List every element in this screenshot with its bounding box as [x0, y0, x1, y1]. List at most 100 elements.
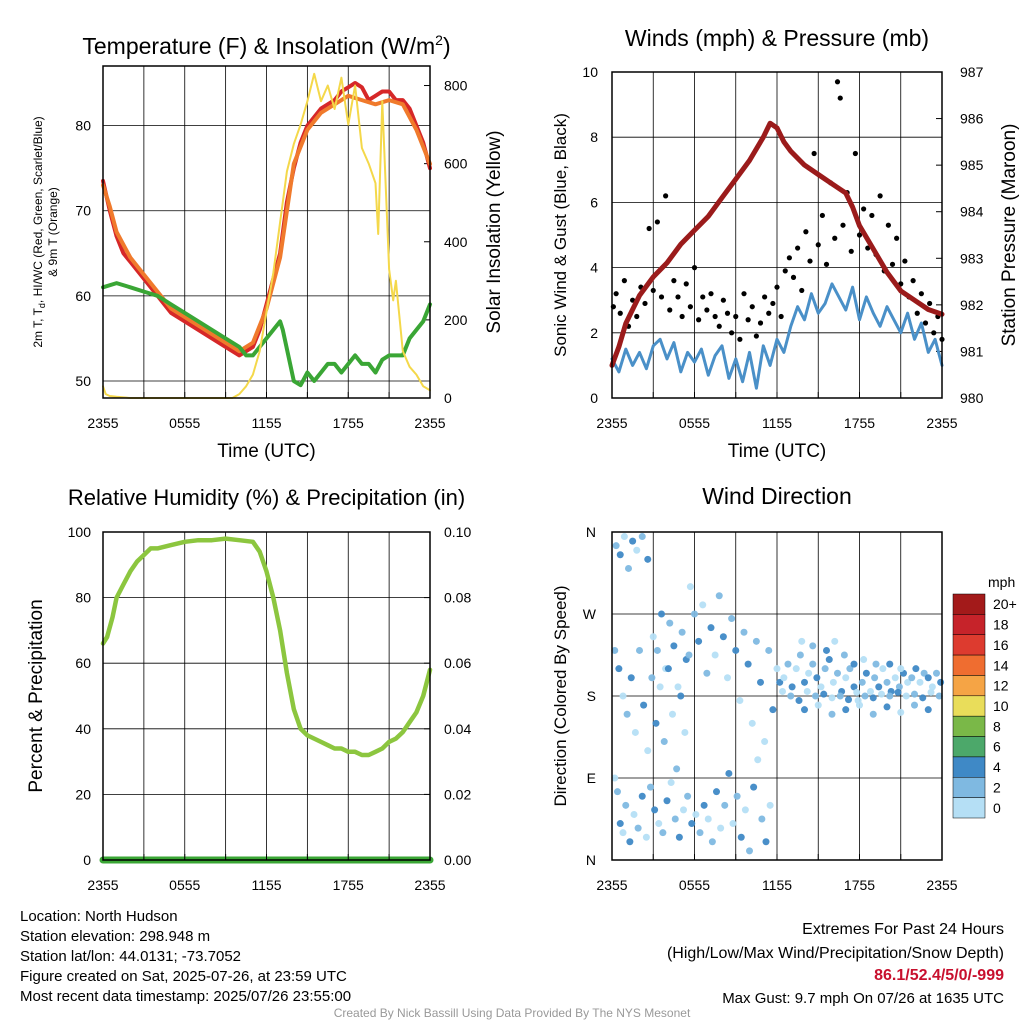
gust-point [737, 336, 743, 342]
direction-point [634, 824, 642, 832]
gust-point [803, 229, 809, 235]
direction-point [766, 801, 774, 809]
y-tick-label: E [587, 770, 596, 786]
x-tick-label: 0555 [679, 877, 710, 893]
direction-point [895, 683, 903, 691]
gust-point [837, 95, 843, 101]
direction-point [813, 674, 821, 682]
direction-point [708, 838, 716, 846]
direction-point [733, 792, 741, 800]
colorbar-swatch [952, 777, 986, 798]
gust-point [799, 287, 805, 294]
direction-point [861, 692, 869, 700]
direction-point [779, 687, 786, 695]
y2-axis-label: Solar Insolation (Yellow) [484, 130, 505, 333]
colorbar-swatch [952, 736, 986, 758]
gust-point [646, 225, 652, 232]
direction-point [664, 665, 672, 673]
y-axis-label-line2: & 9m T (Orange) [46, 187, 60, 277]
y2-tick-label: 985 [960, 157, 984, 173]
y-tick-label: 0 [590, 390, 598, 406]
direction-point [891, 674, 899, 682]
gust-point [675, 294, 681, 300]
direction-point [853, 688, 861, 696]
y-tick-label: 0 [83, 852, 91, 868]
direction-point [651, 806, 659, 814]
y2-tick-label: 987 [960, 64, 984, 80]
direction-point [660, 738, 668, 746]
direction-point [928, 683, 936, 691]
direction-point [897, 665, 905, 673]
gust-point [720, 297, 726, 303]
gust-point [832, 235, 838, 241]
direction-point [725, 769, 733, 777]
direction-point [801, 678, 808, 686]
direction-point [871, 674, 879, 682]
direction-point [846, 665, 854, 673]
colorbar: mph 20+ 18 16 14 12 10 8 6 4 2 0 [952, 574, 1017, 819]
y-tick-label: 20 [75, 786, 91, 802]
direction-point [828, 710, 836, 718]
direction-point [856, 701, 863, 709]
direction-point [821, 665, 829, 673]
direction-point [894, 688, 902, 696]
colorbar-label: 6 [993, 739, 1001, 755]
gust-point [848, 248, 854, 254]
direction-point [746, 847, 753, 855]
colorbar-label: 18 [993, 617, 1009, 633]
x-tick-label: 1155 [251, 877, 281, 893]
direction-point [748, 719, 756, 727]
direction-point [825, 656, 833, 664]
y-axis-label: 2m T, Td, HI/WC (Red, Green, Scarlet/Blu… [31, 116, 47, 347]
direction-point [869, 694, 877, 702]
y-tick-label: 40 [75, 721, 91, 737]
x-axis-label: Time (UTC) [217, 441, 316, 462]
gust-point [658, 294, 665, 300]
gust-point [889, 261, 896, 267]
station-info: Location: North Hudson Station elevation… [20, 907, 351, 1007]
direction-point [615, 665, 623, 673]
direction-point [673, 765, 681, 773]
direction-point [869, 710, 877, 718]
gust-point [902, 258, 908, 264]
direction-point [658, 610, 665, 618]
direction-point [897, 708, 905, 716]
y-tick-label: 10 [582, 64, 598, 80]
direction-point [836, 692, 844, 700]
colorbar-swatch [952, 695, 986, 717]
direction-point [850, 683, 858, 691]
direction-point [834, 669, 841, 677]
direction-point [878, 690, 885, 698]
colorbar-swatch [952, 654, 986, 676]
x-tick-label: 0555 [169, 877, 200, 893]
gust-point [696, 317, 702, 323]
y2-tick-label: 983 [960, 250, 984, 266]
direction-point [860, 656, 868, 664]
direction-point [644, 555, 652, 563]
direction-point [795, 697, 803, 705]
direction-point [614, 788, 621, 796]
recent-timestamp-text: Most recent data timestamp: 2025/07/26 2… [20, 988, 352, 1005]
x-tick-label: 1755 [333, 877, 364, 893]
colorbar-label: 8 [993, 718, 1001, 734]
y2-tick-label: 980 [960, 390, 984, 406]
gust-point [729, 330, 735, 336]
gust-point [914, 310, 920, 316]
direction-point [788, 683, 796, 691]
direction-point [684, 792, 692, 800]
direction-point [642, 833, 650, 841]
direction-point [752, 637, 760, 645]
direction-point [919, 694, 927, 702]
direction-point [823, 646, 830, 654]
x-tick-label: 0555 [679, 415, 710, 431]
gust-point [795, 245, 801, 251]
direction-point [737, 833, 745, 841]
direction-point [636, 646, 643, 654]
direction-point [666, 619, 674, 627]
direction-point [729, 820, 737, 828]
gust-point [745, 317, 751, 323]
gust-point [667, 307, 673, 313]
direction-point [699, 601, 707, 609]
gust-point [819, 212, 825, 219]
